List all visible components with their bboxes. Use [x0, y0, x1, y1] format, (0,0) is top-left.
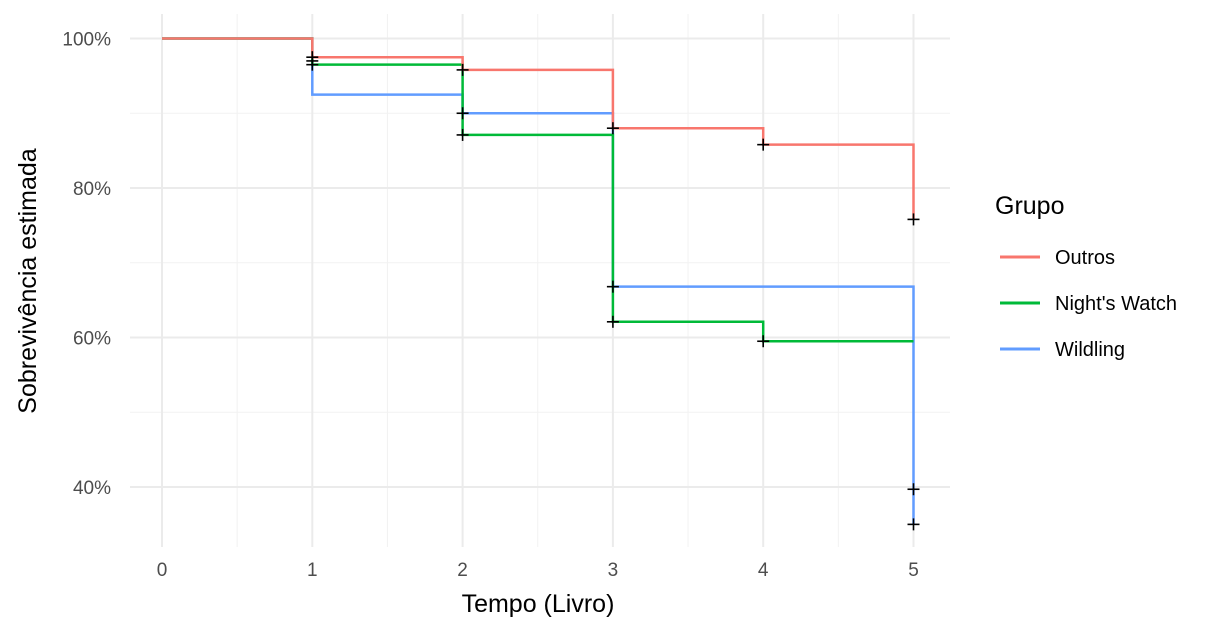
censor-mark — [456, 128, 469, 141]
grid — [130, 14, 950, 547]
x-tick-label: 3 — [608, 560, 619, 581]
legend-label: Outros — [1055, 247, 1115, 269]
x-axis-ticks: 0 1 2 3 4 5 — [157, 560, 919, 581]
legend-label: Wildling — [1055, 339, 1125, 361]
y-tick-label: 80% — [73, 179, 111, 200]
x-tick-label: 4 — [758, 560, 769, 581]
x-tick-label: 0 — [157, 560, 168, 581]
censor-mark — [907, 213, 920, 226]
censor-mark — [606, 315, 619, 328]
legend-item: Outros — [1000, 247, 1115, 269]
x-tick-label: 5 — [908, 560, 919, 581]
y-tick-label: 40% — [73, 478, 111, 499]
x-tick-label: 1 — [307, 560, 318, 581]
censor-mark — [456, 63, 469, 76]
censor-mark — [757, 335, 770, 348]
legend: Grupo Outros Night's Watch Wildling — [995, 192, 1177, 361]
y-axis-ticks: 40% 60% 80% 100% — [62, 30, 111, 500]
x-axis-title: Tempo (Livro) — [462, 590, 615, 618]
y-tick-label: 100% — [62, 30, 111, 51]
legend-items: Outros Night's Watch Wildling — [1000, 247, 1177, 361]
series-line — [162, 37, 915, 220]
y-tick-label: 60% — [73, 329, 111, 350]
x-tick-label: 2 — [457, 560, 468, 581]
legend-label: Night's Watch — [1055, 293, 1177, 315]
censor-mark — [606, 280, 619, 293]
legend-title: Grupo — [995, 192, 1064, 220]
censor-marks — [306, 51, 920, 531]
censor-mark — [907, 483, 920, 496]
censor-mark — [606, 122, 619, 135]
censor-mark — [456, 107, 469, 120]
legend-item: Wildling — [1000, 339, 1125, 361]
legend-item: Night's Watch — [1000, 293, 1177, 315]
censor-mark — [757, 138, 770, 151]
censor-mark — [306, 54, 319, 67]
censor-mark — [907, 518, 920, 531]
y-axis-title: Sobrevivência estimada — [14, 148, 42, 414]
